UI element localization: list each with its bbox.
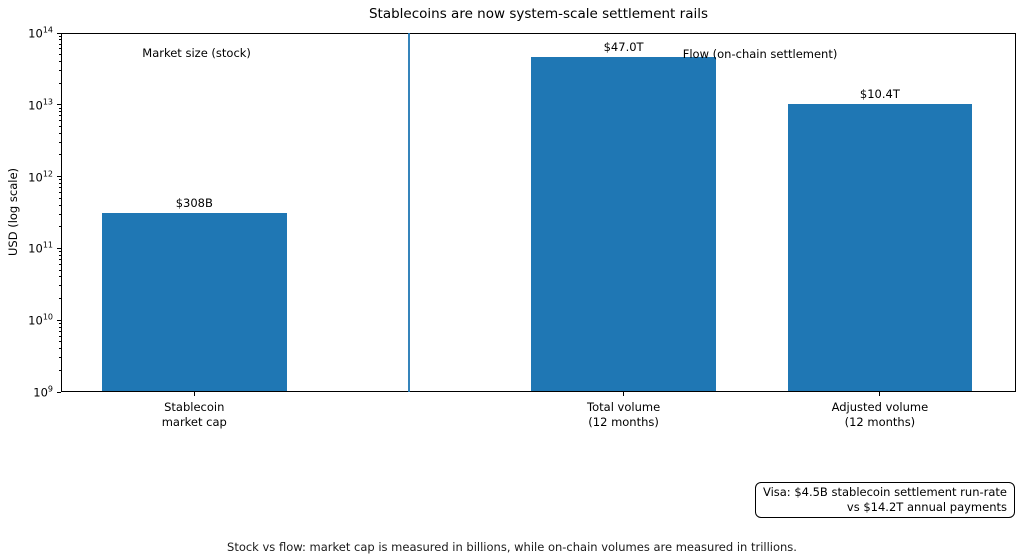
axes-box: [61, 33, 1016, 392]
y-minor-tick: [58, 70, 61, 72]
bar: [787, 103, 973, 391]
x-major-tick: [879, 392, 881, 396]
y-minor-tick: [58, 48, 61, 50]
y-major-tick: [57, 104, 61, 106]
y-minor-tick: [58, 125, 61, 127]
x-major-tick: [623, 392, 625, 396]
y-minor-tick: [58, 111, 61, 113]
y-minor-tick: [58, 348, 61, 350]
y-minor-tick: [58, 213, 61, 215]
bar-value-label: $308B: [175, 196, 213, 211]
y-minor-tick: [58, 132, 61, 134]
y-major-tick: [57, 32, 61, 34]
y-tick-label: 1013: [28, 97, 53, 113]
y-minor-tick: [58, 82, 61, 84]
y-minor-tick: [58, 197, 61, 199]
y-tick-label: 1010: [28, 312, 53, 328]
bar-value-label: $10.4T: [859, 86, 900, 101]
y-minor-tick: [58, 154, 61, 156]
y-minor-tick: [58, 187, 61, 189]
y-minor-tick: [58, 54, 61, 56]
y-minor-tick: [58, 357, 61, 359]
y-tick-label: 1014: [28, 25, 53, 41]
chart-title: Stablecoins are now system-scale settlem…: [368, 6, 709, 22]
bar: [531, 56, 716, 391]
x-tick-label: Adjusted volume (12 months): [831, 400, 929, 429]
y-minor-tick: [58, 107, 61, 109]
y-minor-tick: [58, 39, 61, 41]
x-major-tick: [193, 392, 195, 396]
x-tick-label: Total volume (12 months): [587, 400, 661, 429]
y-minor-tick: [58, 259, 61, 261]
y-minor-tick: [58, 276, 61, 278]
y-minor-tick: [58, 179, 61, 181]
y-tick-label: 1012: [28, 169, 53, 185]
y-minor-tick: [58, 254, 61, 256]
y-minor-tick: [58, 226, 61, 228]
bar-value-label: $47.0T: [603, 39, 644, 54]
group-divider-line: [408, 33, 410, 392]
group-annotation: Market size (stock): [142, 46, 251, 61]
y-minor-tick: [58, 204, 61, 206]
y-minor-tick: [58, 369, 61, 371]
y-minor-tick: [58, 269, 61, 271]
y-minor-tick: [58, 35, 61, 37]
y-minor-tick: [58, 330, 61, 332]
y-minor-tick: [58, 183, 61, 185]
x-tick-label: Stablecoin market cap: [161, 400, 227, 429]
y-major-tick: [57, 391, 61, 393]
y-minor-tick: [58, 43, 61, 45]
figure-caption: Stock vs flow: market cap is measured in…: [227, 540, 797, 554]
visa-annotation-box: Visa: $4.5B stablecoin settlement run-ra…: [754, 482, 1015, 519]
y-minor-tick: [58, 61, 61, 63]
y-minor-tick: [58, 322, 61, 324]
y-tick-label: 109: [33, 384, 53, 400]
y-major-tick: [57, 319, 61, 321]
y-minor-tick: [58, 341, 61, 343]
y-tick-label: 1011: [28, 240, 53, 256]
group-annotation: Flow (on-chain settlement): [682, 47, 838, 62]
y-minor-tick: [58, 141, 61, 143]
y-major-tick: [57, 176, 61, 178]
y-minor-tick: [58, 335, 61, 337]
y-minor-tick: [58, 298, 61, 300]
y-minor-tick: [58, 285, 61, 287]
y-minor-tick: [58, 326, 61, 328]
bar: [102, 213, 287, 391]
y-minor-tick: [58, 263, 61, 265]
y-minor-tick: [58, 115, 61, 117]
y-minor-tick: [58, 120, 61, 122]
y-minor-tick: [58, 192, 61, 194]
y-minor-tick: [58, 251, 61, 253]
y-major-tick: [57, 247, 61, 249]
